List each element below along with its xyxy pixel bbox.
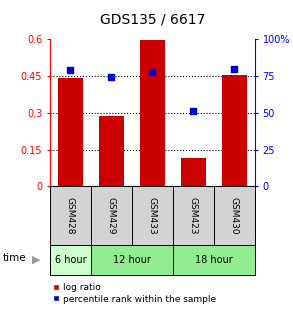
Bar: [99, 116, 124, 186]
Text: 18 hour: 18 hour: [195, 255, 233, 265]
Text: GSM430: GSM430: [230, 197, 239, 235]
Bar: [173, 245, 255, 275]
Point: [109, 75, 114, 80]
Bar: [50, 245, 91, 275]
Text: GDS135 / 6617: GDS135 / 6617: [100, 12, 205, 26]
Point: [68, 68, 73, 73]
Text: 12 hour: 12 hour: [113, 255, 151, 265]
Text: time: time: [3, 253, 27, 263]
Bar: [140, 41, 165, 186]
Text: GSM429: GSM429: [107, 197, 116, 234]
Text: GSM423: GSM423: [189, 197, 198, 234]
Bar: [91, 245, 173, 275]
Text: 6 hour: 6 hour: [54, 255, 86, 265]
Bar: [50, 186, 91, 245]
Text: GSM433: GSM433: [148, 197, 157, 235]
Bar: [222, 75, 247, 186]
Text: ▶: ▶: [32, 255, 41, 265]
Legend: log ratio, percentile rank within the sample: log ratio, percentile rank within the sa…: [48, 279, 220, 307]
Bar: [132, 186, 173, 245]
Point: [232, 66, 237, 71]
Point: [191, 109, 196, 114]
Point: [150, 69, 155, 74]
Bar: [58, 78, 83, 186]
Bar: [214, 186, 255, 245]
Text: GSM428: GSM428: [66, 197, 75, 234]
Bar: [173, 186, 214, 245]
Bar: [91, 186, 132, 245]
Bar: [181, 158, 206, 186]
